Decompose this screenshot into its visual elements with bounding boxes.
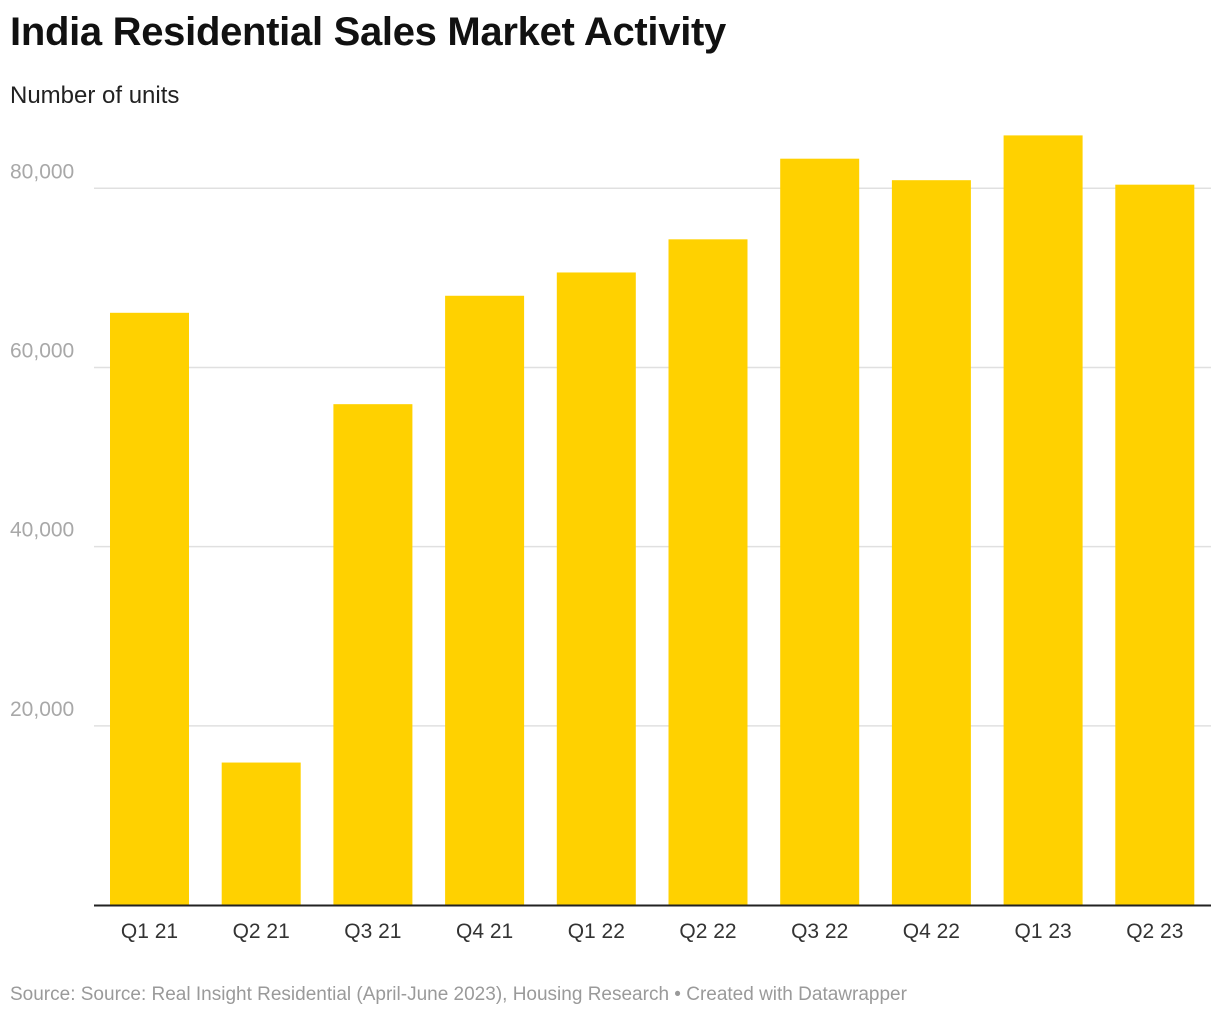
source-footer: Source: Source: Real Insight Residential… bbox=[10, 984, 907, 1005]
y-tick-label: 80,000 bbox=[10, 160, 74, 183]
chart-subtitle: Number of units bbox=[10, 82, 180, 109]
x-category-label: Q2 22 bbox=[679, 920, 736, 943]
x-category-label: Q1 22 bbox=[568, 920, 625, 943]
bar bbox=[221, 762, 301, 905]
bar bbox=[1003, 135, 1083, 905]
x-category-label: Q1 23 bbox=[1014, 920, 1071, 943]
x-category-label: Q4 22 bbox=[903, 920, 960, 943]
y-axis-tick-labels: 20,000 40,000 60,000 80,000 bbox=[10, 160, 74, 721]
y-tick-label: 60,000 bbox=[10, 339, 74, 362]
bar bbox=[891, 180, 971, 905]
y-tick-label: 40,000 bbox=[10, 519, 74, 542]
bar bbox=[556, 272, 636, 905]
x-category-label: Q1 21 bbox=[121, 920, 178, 943]
y-tick-label: 20,000 bbox=[10, 698, 74, 721]
bar bbox=[780, 158, 860, 905]
bar-chart: 20,000 40,000 60,000 80,000 Q1 21 Q2 21 Q3 21… bbox=[10, 135, 1211, 943]
bar bbox=[1115, 184, 1195, 905]
bar bbox=[110, 312, 189, 905]
x-axis-category-labels: Q1 21 Q2 21 Q3 21 Q4 21 Q1 22 Q2 22 Q3 22 Q4 22… bbox=[121, 920, 1184, 943]
bar bbox=[445, 295, 525, 905]
x-category-label: Q2 21 bbox=[233, 920, 290, 943]
x-category-label: Q3 21 bbox=[344, 920, 401, 943]
bar bbox=[333, 404, 413, 905]
x-category-label: Q2 23 bbox=[1126, 920, 1183, 943]
chart-title: India Residential Sales Market Activity bbox=[10, 10, 726, 54]
bars bbox=[110, 135, 1195, 905]
bar bbox=[668, 239, 748, 905]
x-category-label: Q4 21 bbox=[456, 920, 513, 943]
x-category-label: Q3 22 bbox=[791, 920, 848, 943]
